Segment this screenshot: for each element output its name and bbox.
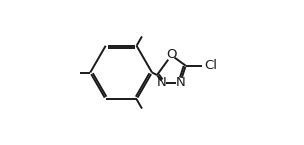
Text: N: N: [176, 76, 186, 89]
Text: O: O: [166, 48, 177, 61]
Text: Cl: Cl: [204, 59, 217, 72]
Text: N: N: [157, 76, 167, 89]
